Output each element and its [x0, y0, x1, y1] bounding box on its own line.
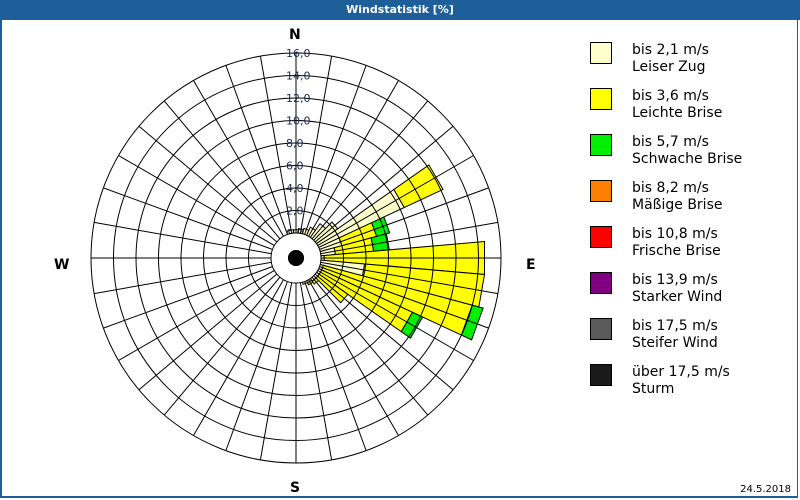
legend-speed: bis 5,7 m/s — [632, 134, 709, 150]
svg-text:6,0: 6,0 — [286, 160, 304, 173]
svg-text:8,0: 8,0 — [286, 137, 304, 150]
legend-name: Steifer Wind — [632, 335, 718, 351]
polar-grid — [90, 52, 502, 464]
chart-frame — [0, 20, 798, 498]
legend-swatch — [590, 318, 612, 340]
svg-text:16,0: 16,0 — [286, 47, 311, 60]
legend-swatch — [590, 226, 612, 248]
svg-text:12,0: 12,0 — [286, 92, 311, 105]
legend-swatch — [590, 42, 612, 64]
legend-name: Sturm — [632, 381, 675, 397]
wind-rose-chart: 0,02,04,06,08,010,012,014,016,0 — [90, 47, 502, 464]
direction-west-label: W — [54, 257, 70, 273]
direction-east-label: E — [526, 257, 536, 273]
direction-north-label: N — [289, 27, 301, 43]
svg-text:2,0: 2,0 — [286, 205, 304, 218]
legend-name: Schwache Brise — [632, 151, 743, 167]
legend-swatch — [590, 88, 612, 110]
chart-title: Windstatistik [%] — [0, 0, 800, 20]
legend-speed: bis 2,1 m/s — [632, 42, 709, 58]
legend-name: Frische Brise — [632, 243, 721, 259]
legend-name: Leiser Zug — [632, 59, 706, 75]
svg-text:14,0: 14,0 — [286, 70, 311, 83]
legend-speed: bis 10,8 m/s — [632, 226, 718, 242]
legend-speed: bis 17,5 m/s — [632, 318, 718, 334]
legend-name: Leichte Brise — [632, 105, 723, 121]
svg-text:10,0: 10,0 — [286, 115, 311, 128]
legend-speed: über 17,5 m/s — [632, 364, 730, 380]
legend-name: Mäßige Brise — [632, 197, 723, 213]
date-label: 24.5.2018 — [740, 484, 791, 495]
legend-speed: bis 3,6 m/s — [632, 88, 709, 104]
center-hub — [287, 249, 305, 267]
legend-swatch — [590, 180, 612, 202]
legend-speed: bis 8,2 m/s — [632, 180, 709, 196]
legend-name: Starker Wind — [632, 289, 723, 305]
legend-swatch — [590, 364, 612, 386]
legend-swatch — [590, 134, 612, 156]
svg-text:4,0: 4,0 — [286, 182, 304, 195]
legend-speed: bis 13,9 m/s — [632, 272, 718, 288]
legend-swatch — [590, 272, 612, 294]
direction-south-label: S — [290, 480, 301, 496]
